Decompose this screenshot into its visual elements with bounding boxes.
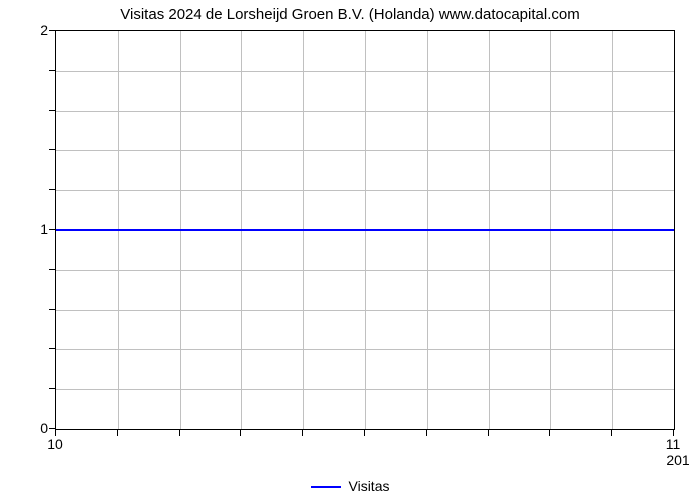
x-tick-label: 10 — [40, 436, 70, 452]
chart-title: Visitas 2024 de Lorsheijd Groen B.V. (Ho… — [0, 6, 700, 23]
plot-area — [55, 30, 675, 430]
x-sublabel: 201 — [658, 452, 698, 468]
legend-swatch — [311, 486, 341, 488]
chart-container: Visitas 2024 de Lorsheijd Groen B.V. (Ho… — [0, 0, 700, 500]
x-tick-label: 11 — [658, 436, 688, 452]
legend: Visitas — [0, 478, 700, 494]
legend-label: Visitas — [349, 478, 390, 494]
y-tick-label: 2 — [20, 22, 48, 38]
y-tick-label: 0 — [20, 420, 48, 436]
data-line — [56, 229, 674, 231]
y-tick-label: 1 — [20, 221, 48, 237]
